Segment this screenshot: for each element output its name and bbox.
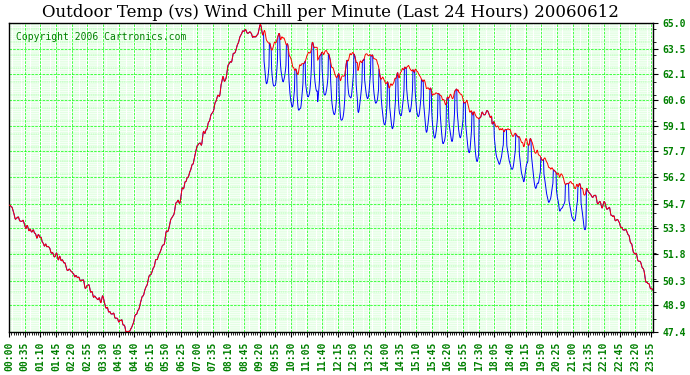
Title: Outdoor Temp (vs) Wind Chill per Minute (Last 24 Hours) 20060612: Outdoor Temp (vs) Wind Chill per Minute … xyxy=(43,4,620,21)
Text: Copyright 2006 Cartronics.com: Copyright 2006 Cartronics.com xyxy=(16,32,186,42)
